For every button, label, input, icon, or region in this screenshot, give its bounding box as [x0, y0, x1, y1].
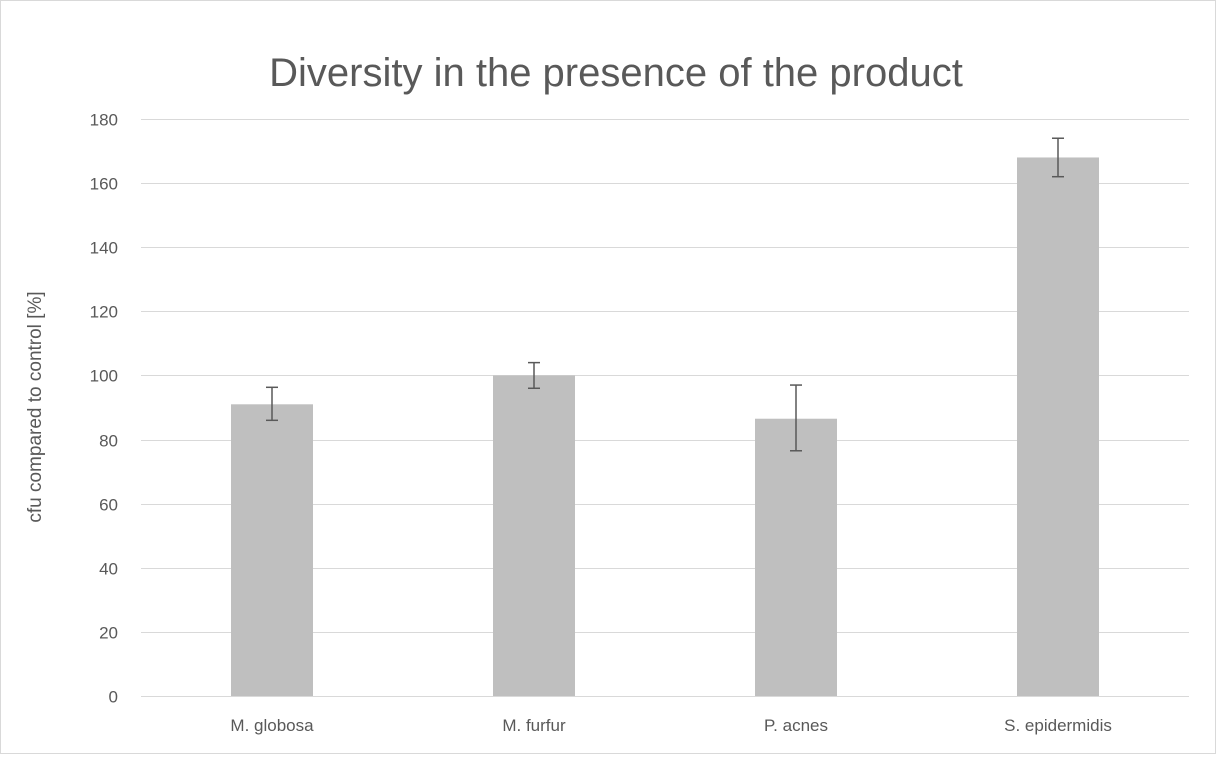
x-tick-label: M. furfur	[502, 716, 566, 735]
y-tick-label: 40	[99, 560, 118, 579]
y-tick-label: 20	[99, 624, 118, 643]
y-tick-label: 140	[90, 239, 118, 258]
y-tick-labels: 0 20 40 60 80 100 120 140 160 180	[90, 111, 118, 707]
x-tick-label: P. acnes	[764, 716, 828, 735]
y-tick-label: 80	[99, 432, 118, 451]
y-tick-label: 100	[90, 367, 118, 386]
chart-title: Diversity in the presence of the product	[269, 51, 963, 95]
gridlines	[141, 119, 1189, 697]
y-tick-label: 160	[90, 175, 118, 194]
y-axis-label: cfu compared to control [%]	[25, 291, 46, 522]
y-tick-label: 120	[90, 303, 118, 322]
x-tick-labels: M. globosa M. furfur P. acnes S. epidermidi…	[230, 716, 1111, 735]
bars	[231, 157, 1099, 696]
y-tick-label: 180	[90, 111, 118, 130]
bar	[755, 418, 837, 696]
bar	[493, 375, 575, 696]
bar	[231, 404, 313, 696]
error-bars	[266, 137, 1064, 452]
x-tick-label: M. globosa	[230, 716, 314, 735]
bar	[1017, 157, 1099, 696]
x-tick-label: S. epidermidis	[1004, 716, 1112, 735]
y-tick-label: 0	[109, 688, 118, 707]
y-tick-label: 60	[99, 496, 118, 515]
